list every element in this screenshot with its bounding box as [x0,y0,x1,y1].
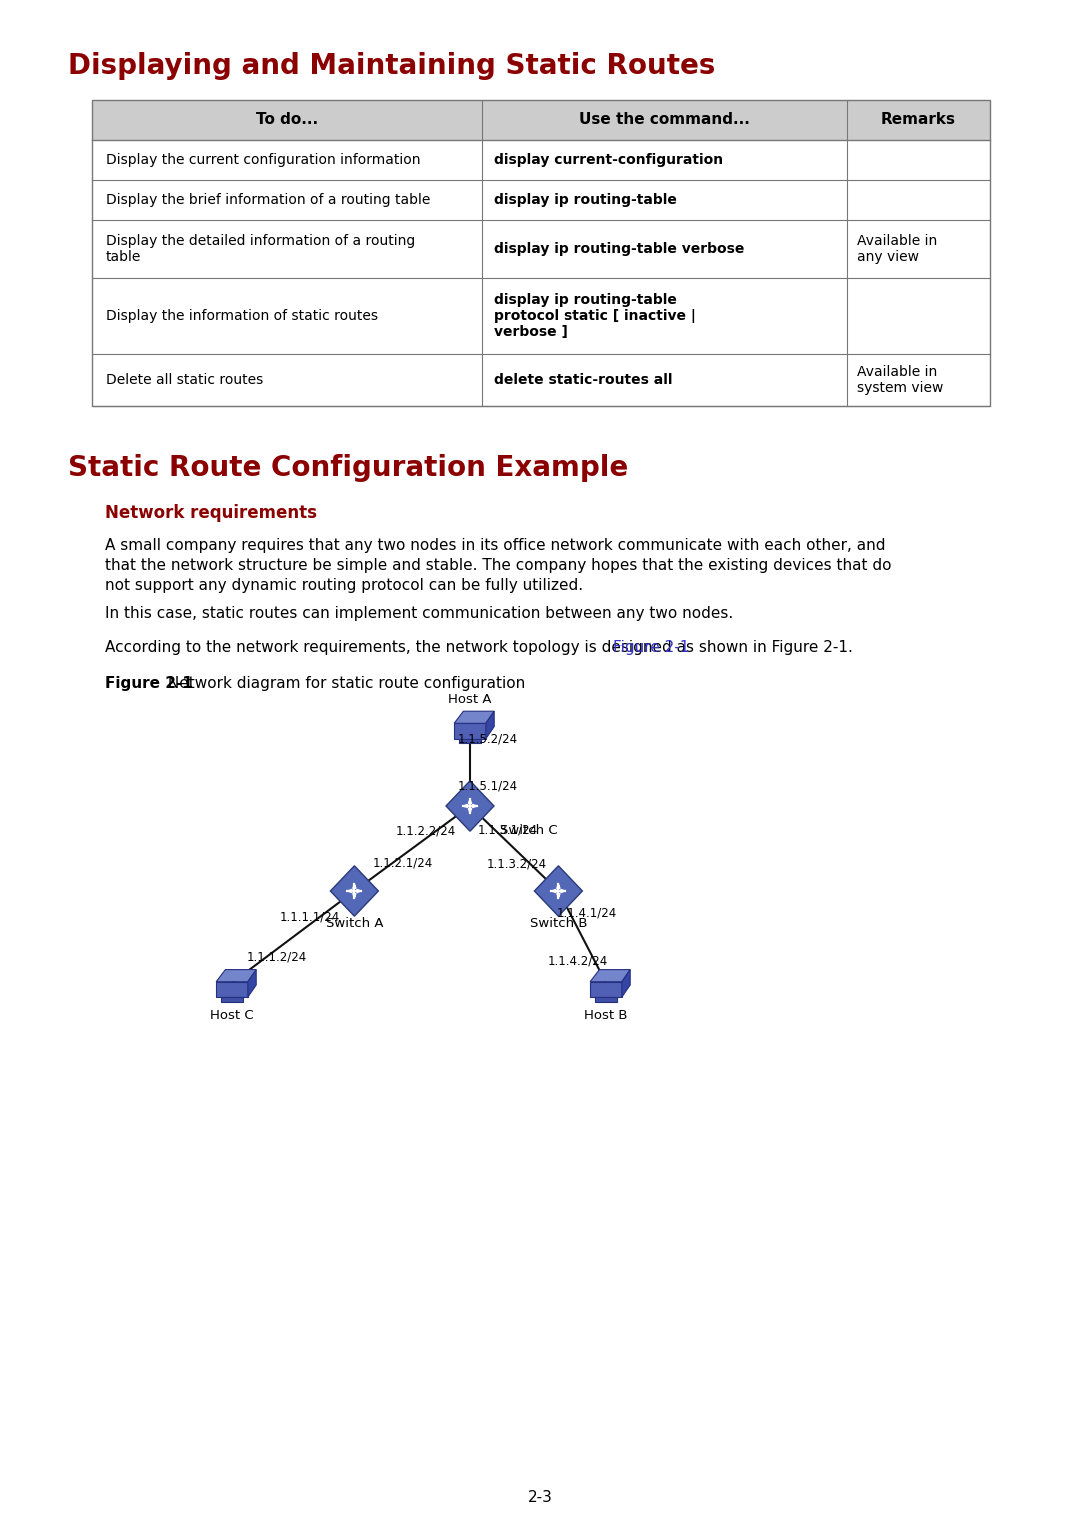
Polygon shape [446,780,494,831]
Text: 1.1.2.1/24: 1.1.2.1/24 [373,857,433,869]
Text: Delete all static routes: Delete all static routes [106,373,264,386]
Text: To do...: To do... [256,113,319,127]
Text: Available in
any view: Available in any view [858,234,937,264]
Polygon shape [330,866,378,916]
Polygon shape [459,739,481,744]
Polygon shape [221,997,243,1002]
Text: 1.1.5.1/24: 1.1.5.1/24 [458,779,518,793]
FancyBboxPatch shape [92,99,990,140]
Text: Display the information of static routes: Display the information of static routes [106,308,378,324]
Text: Display the current configuration information: Display the current configuration inform… [106,153,420,166]
Text: Use the command...: Use the command... [579,113,750,127]
Text: Display the detailed information of a routing
table: Display the detailed information of a ro… [106,234,415,264]
Text: 1.1.2.2/24: 1.1.2.2/24 [396,825,457,837]
Text: Displaying and Maintaining Static Routes: Displaying and Maintaining Static Routes [68,52,715,79]
Text: Network diagram for static route configuration: Network diagram for static route configu… [163,676,525,692]
Text: Static Route Configuration Example: Static Route Configuration Example [68,454,629,483]
Text: Switch B: Switch B [529,918,588,930]
Text: delete static-routes all: delete static-routes all [494,373,673,386]
Text: Remarks: Remarks [881,113,956,127]
Text: Switch A: Switch A [326,918,383,930]
Text: 2-3: 2-3 [527,1490,553,1506]
Polygon shape [216,982,247,997]
Text: 1.1.1.2/24: 1.1.1.2/24 [247,950,307,964]
Text: 1.1.1.1/24: 1.1.1.1/24 [280,910,339,924]
Text: A small company requires that any two nodes in its office network communicate wi: A small company requires that any two no… [105,538,891,592]
Text: Host B: Host B [584,1009,627,1022]
Text: 1.1.3.1/24: 1.1.3.1/24 [477,823,538,837]
FancyBboxPatch shape [92,354,990,406]
Text: Host A: Host A [448,693,491,707]
Text: Network requirements: Network requirements [105,504,318,522]
Polygon shape [247,970,256,997]
Text: Host C: Host C [211,1009,254,1022]
Polygon shape [455,724,486,739]
FancyBboxPatch shape [92,140,990,180]
FancyBboxPatch shape [92,180,990,220]
Polygon shape [455,712,495,724]
Text: display current-configuration: display current-configuration [494,153,724,166]
Text: In this case, static routes can implement communication between any two nodes.: In this case, static routes can implemen… [105,606,733,621]
Text: Available in
system view: Available in system view [858,365,943,395]
Text: display ip routing-table
protocol static [ inactive |
verbose ]: display ip routing-table protocol static… [494,293,696,339]
Text: display ip routing-table: display ip routing-table [494,192,677,208]
Text: According to the network requirements, the network topology is designed as shown: According to the network requirements, t… [105,640,853,655]
Polygon shape [595,997,617,1002]
Text: display ip routing-table verbose: display ip routing-table verbose [494,241,744,257]
Text: 1.1.4.2/24: 1.1.4.2/24 [548,954,608,967]
Polygon shape [486,712,495,739]
Text: 1.1.4.1/24: 1.1.4.1/24 [556,907,617,919]
Polygon shape [216,970,256,982]
Text: Display the brief information of a routing table: Display the brief information of a routi… [106,192,430,208]
Polygon shape [535,866,582,916]
FancyBboxPatch shape [92,278,990,354]
Polygon shape [590,970,631,982]
Polygon shape [590,982,622,997]
Text: 1.1.3.2/24: 1.1.3.2/24 [487,857,548,870]
Polygon shape [622,970,631,997]
Text: Figure 2-1: Figure 2-1 [105,676,193,692]
Text: Switch C: Switch C [500,825,557,837]
FancyBboxPatch shape [92,220,990,278]
Text: Figure 2-1: Figure 2-1 [613,640,689,655]
Text: 1.1.5.2/24: 1.1.5.2/24 [458,733,518,745]
